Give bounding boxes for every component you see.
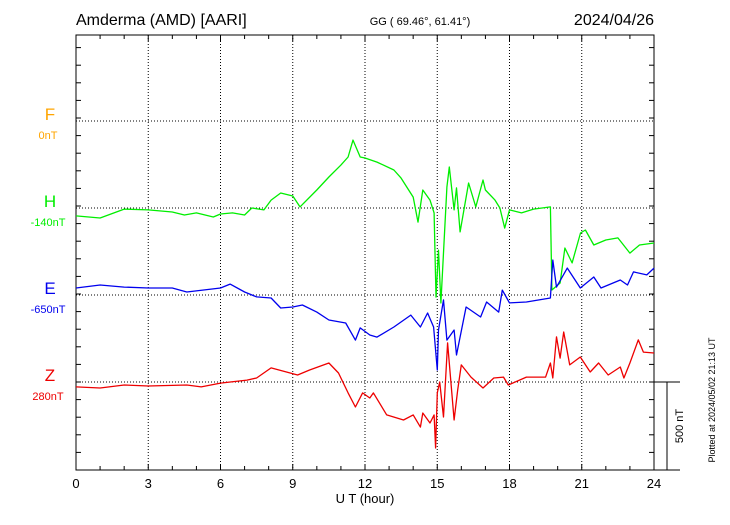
channel-label-z: Z	[45, 366, 55, 385]
station-title: Amderma (AMD) [AARI]	[76, 12, 247, 29]
x-tick-label: 21	[575, 476, 589, 491]
plotted-timestamp: Plotted at 2024/05/02 21:13 UT	[707, 337, 717, 463]
x-tick-label: 18	[502, 476, 516, 491]
x-tick-label: 15	[430, 476, 444, 491]
x-tick-label: 9	[289, 476, 296, 491]
channel-label-e: E	[44, 279, 55, 298]
geographic-coords: GG ( 69.46°, 61.41°)	[370, 16, 471, 28]
baseline-label-e: -650nT	[31, 304, 66, 316]
x-tick-label: 24	[647, 476, 661, 491]
channel-label-f: F	[45, 105, 55, 124]
plot-frame	[75, 34, 655, 471]
trace-z	[75, 331, 655, 449]
grid-lines	[76, 35, 654, 470]
baseline-label-f: 0nT	[39, 130, 58, 142]
x-tick-labels: 0 3 6 9 12 15 18 21 24	[72, 476, 661, 491]
x-axis-label: U T (hour)	[336, 491, 395, 506]
trace-e	[75, 259, 655, 371]
channel-label-h: H	[44, 192, 56, 211]
x-tick-label: 6	[217, 476, 224, 491]
plot-date: 2024/04/26	[574, 12, 654, 29]
x-tick-label: 0	[72, 476, 79, 491]
baseline-label-h: -140nT	[31, 217, 66, 229]
scale-bar-label: 500 nT	[674, 409, 686, 444]
x-tick-label: 3	[145, 476, 152, 491]
x-tick-label: 12	[358, 476, 372, 491]
baseline-label-z: 280nT	[32, 391, 63, 403]
scale-bar: 500 nT	[654, 381, 686, 471]
traces	[75, 139, 655, 449]
channel-labels: F 0nT H -140nT E -650nT Z 280nT	[31, 105, 66, 403]
